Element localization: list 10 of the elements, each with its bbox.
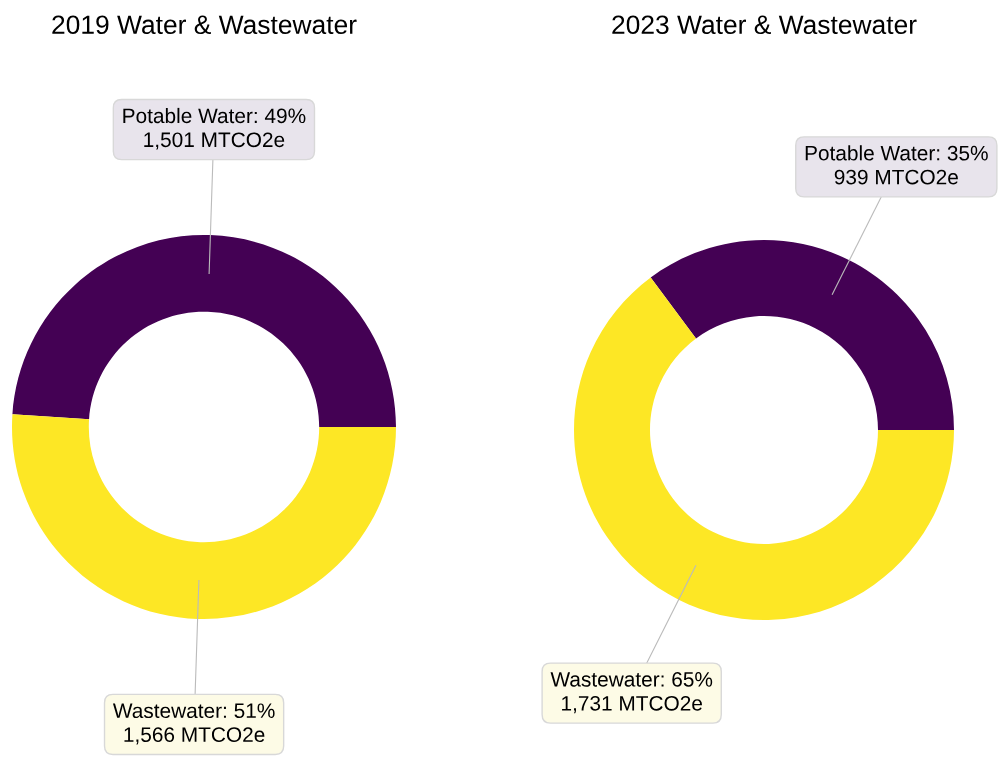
slice-label: Potable Water: 49% 1,501 MTCO2e bbox=[123, 107, 306, 150]
donut-slice bbox=[650, 240, 954, 430]
donut-slice bbox=[574, 277, 954, 620]
slice-label: Wastewater: 65% 1,731 MTCO2e bbox=[550, 671, 713, 714]
chart-title: 2023 Water & Wastewater bbox=[612, 15, 917, 35]
chart-title: 2019 Water & Wastewater bbox=[52, 15, 357, 35]
donut-slice bbox=[12, 414, 396, 619]
donut-slice bbox=[12, 235, 396, 427]
slice-label: Wastewater: 51% 1,566 MTCO2e bbox=[112, 703, 275, 745]
slice-label: Potable Water: 35% 939 MTCO2e bbox=[805, 145, 988, 185]
